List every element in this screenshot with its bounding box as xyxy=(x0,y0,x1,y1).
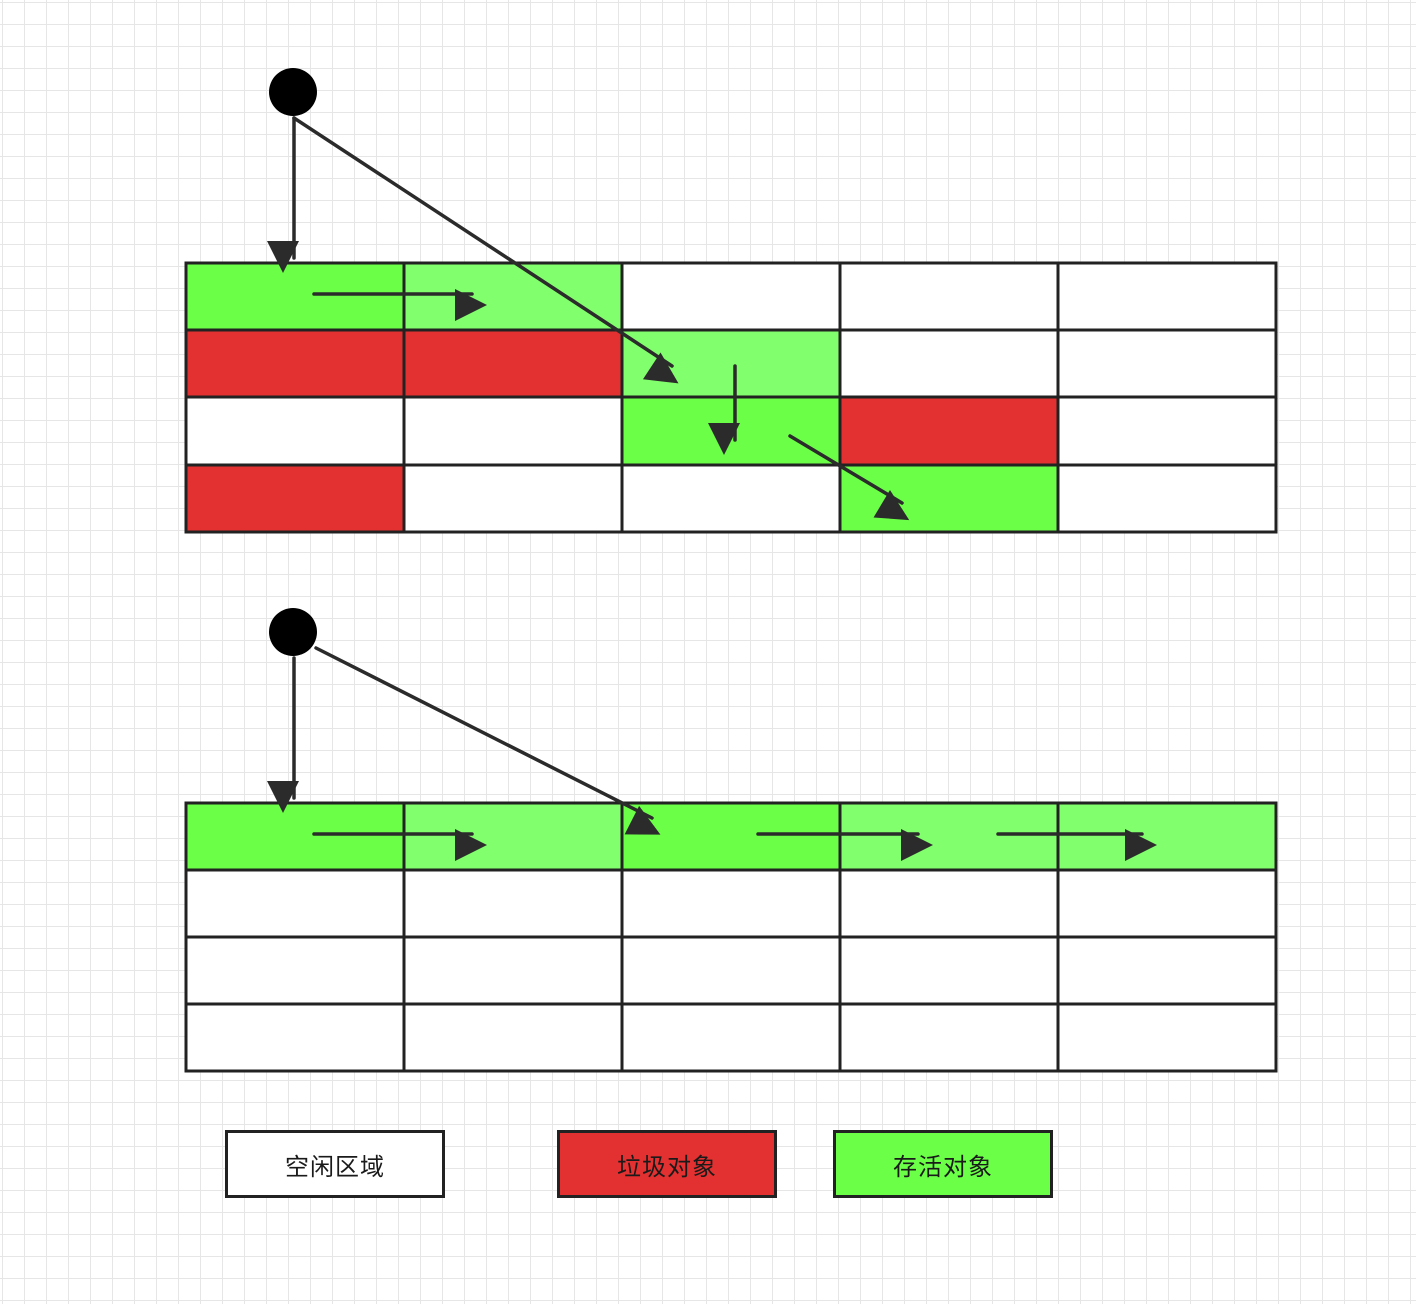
heap-cell-free xyxy=(184,395,406,467)
heap-cell-free xyxy=(1056,261,1278,332)
heap-cell-free xyxy=(1056,328,1278,399)
heap-cell-free xyxy=(620,868,842,939)
heap-cell-alive xyxy=(620,328,842,399)
heap-cell-free xyxy=(184,868,406,939)
heap-after-gc xyxy=(184,801,1278,1073)
heap-cell-free xyxy=(1056,935,1278,1006)
reference-arrow xyxy=(788,434,910,521)
heap-cell-alive xyxy=(838,801,1060,872)
heap-cell-alive xyxy=(402,801,624,872)
references-after-gc xyxy=(266,646,1158,862)
heap-cell-free xyxy=(620,463,842,534)
heap-cell-free xyxy=(402,935,624,1006)
heap-cell-alive xyxy=(402,261,624,332)
heap-cell-alive xyxy=(620,801,842,872)
heap-cell-free xyxy=(1056,463,1278,534)
references-before-gc xyxy=(266,116,910,521)
heap-cell-alive xyxy=(184,261,406,332)
reference-arrow xyxy=(314,646,661,835)
heap-cell-free xyxy=(838,328,1060,399)
heap-cell-garbage xyxy=(184,328,406,399)
legend-free-area: 空闲区域 xyxy=(225,1130,445,1198)
legend-label: 垃圾对象 xyxy=(617,1152,717,1181)
heap-cell-garbage xyxy=(184,463,406,534)
heap-cell-alive xyxy=(838,463,1060,534)
heap-cell-free xyxy=(838,261,1060,332)
heap-cell-free xyxy=(402,1002,624,1073)
heap-cell-free xyxy=(402,395,624,467)
heap-cell-free xyxy=(838,1002,1060,1073)
heap-before-gc xyxy=(184,261,1278,534)
heap-cell-alive xyxy=(184,801,406,872)
heap-cell-free xyxy=(1056,395,1278,467)
heap-cell-garbage xyxy=(402,328,624,399)
gc-root-node xyxy=(269,68,317,116)
heap-cell-free xyxy=(1056,1002,1278,1073)
legend-alive-object: 存活对象 xyxy=(833,1130,1053,1198)
legend-garbage-object: 垃圾对象 xyxy=(557,1130,777,1198)
heap-cell-free xyxy=(838,935,1060,1006)
heap-cell-free xyxy=(1056,868,1278,939)
heap-cell-free xyxy=(838,868,1060,939)
heap-cell-free xyxy=(184,935,406,1006)
heap-cell-free xyxy=(620,1002,842,1073)
gc-root-node xyxy=(269,608,317,656)
heap-cell-alive xyxy=(1056,801,1278,872)
legend-label: 空闲区域 xyxy=(285,1152,385,1181)
heap-cell-free xyxy=(184,1002,406,1073)
heap-cell-garbage xyxy=(838,395,1060,467)
heap-cell-alive xyxy=(620,395,842,467)
heap-cell-free xyxy=(620,935,842,1006)
reference-arrow xyxy=(292,116,679,384)
heap-cell-free xyxy=(620,261,842,332)
heap-cell-free xyxy=(402,463,624,534)
legend-label: 存活对象 xyxy=(893,1152,993,1181)
heap-cell-free xyxy=(402,868,624,939)
